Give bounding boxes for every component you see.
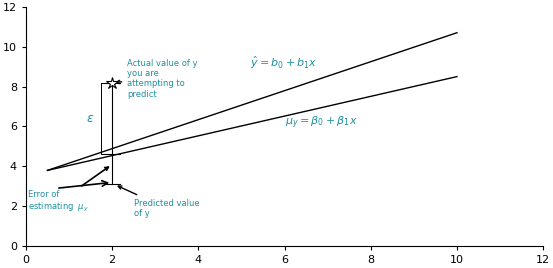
Text: $\mu_y = \beta_0 + \beta_1x$: $\mu_y = \beta_0 + \beta_1x$ [285,114,357,131]
Text: Predicted value
of y: Predicted value of y [118,186,199,218]
Text: Error of
estimating  $\mu_y$: Error of estimating $\mu_y$ [28,167,108,214]
Text: $\hat{y} = b_0 + b_1x$: $\hat{y} = b_0 + b_1x$ [250,54,317,71]
Text: Actual value of y
you are
attempting to
predict: Actual value of y you are attempting to … [117,58,198,99]
Text: $\varepsilon$: $\varepsilon$ [86,112,95,125]
